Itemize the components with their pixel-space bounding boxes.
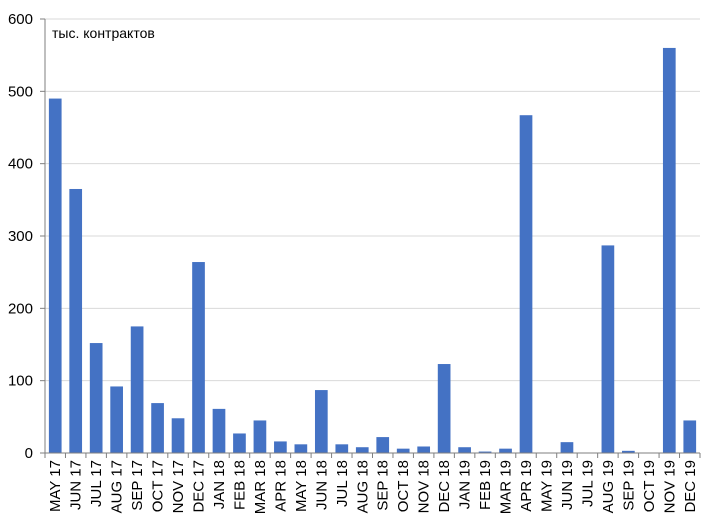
x-tick-label: APR 18 — [272, 460, 289, 512]
bar — [151, 403, 164, 453]
x-tick-label: APR 19 — [518, 460, 535, 512]
y-unit-label: тыс. контрактов — [52, 25, 155, 41]
x-tick-label: OCT 17 — [150, 460, 167, 512]
x-tick-labels: MAY 17 JUN 17 JUL 17 AUG 17 SEP 17 OCT 17 NOV … — [47, 460, 699, 514]
bar — [662, 47, 676, 453]
bar — [335, 444, 349, 453]
x-tick-label: JUN 19 — [559, 460, 576, 510]
x-tick-label: MAY 19 — [538, 460, 555, 512]
x-tick-label: JUL 17 — [88, 460, 105, 507]
bar — [355, 447, 369, 453]
bars — [48, 47, 697, 454]
bar — [376, 437, 390, 453]
bar — [69, 188, 83, 453]
x-tick-label: NOV 17 — [170, 460, 187, 513]
x-tick-label: JUL 19 — [579, 460, 596, 507]
bar — [601, 245, 615, 453]
x-tick-label: JAN 18 — [211, 460, 228, 509]
x-tick-label: SEP 18 — [375, 460, 392, 511]
x-tick-label: DEC 18 — [436, 460, 453, 513]
x-tick-label: SEP 19 — [620, 460, 637, 511]
x-tick-label: NOV 19 — [661, 460, 678, 513]
bar — [233, 433, 246, 453]
x-tick-label: SEP 17 — [129, 460, 146, 511]
x-tick-label: AUG 18 — [354, 460, 371, 513]
x-tick-label: FEB 19 — [477, 460, 494, 510]
y-tick-label: 200 — [8, 300, 33, 317]
x-tick-label: MAY 18 — [293, 460, 310, 512]
bar — [48, 98, 62, 454]
bar — [519, 115, 533, 453]
y-tick-label: 300 — [8, 228, 33, 245]
bar — [274, 441, 287, 453]
x-tick-label: AUG 19 — [600, 460, 617, 513]
bar — [110, 386, 123, 453]
bar — [192, 262, 205, 453]
bar — [294, 444, 308, 453]
x-tick-label: MAR 18 — [252, 460, 269, 514]
bar — [89, 343, 103, 453]
y-tick-labels: 0 100 200 300 400 500 600 — [8, 11, 33, 462]
bar — [314, 390, 328, 453]
y-tick-label: 600 — [8, 11, 33, 28]
bar — [560, 442, 574, 453]
axes — [40, 18, 701, 458]
y-tick-label: 0 — [25, 445, 33, 462]
y-tick-label: 400 — [8, 156, 33, 173]
x-tick-label: OCT 19 — [641, 460, 658, 512]
x-tick-label: JUN 18 — [313, 460, 330, 510]
x-tick-label: NOV 18 — [416, 460, 433, 513]
bar — [458, 447, 471, 453]
y-tick-label: 500 — [8, 83, 33, 100]
bar — [253, 420, 267, 453]
bar — [396, 448, 410, 453]
bar — [622, 450, 635, 453]
bar — [683, 420, 697, 453]
x-tick-label: FEB 18 — [231, 460, 248, 510]
bar — [130, 326, 144, 453]
x-tick-label: MAY 17 — [47, 460, 64, 512]
bar — [437, 364, 451, 453]
bar — [478, 451, 492, 453]
x-tick-label: JUN 17 — [68, 460, 85, 510]
bar — [417, 446, 431, 453]
x-tick-label: JAN 19 — [457, 460, 474, 509]
x-tick-label: MAR 19 — [498, 460, 515, 514]
x-tick-label: OCT 18 — [395, 460, 412, 512]
bar — [499, 448, 512, 453]
x-tick-label: DEC 17 — [191, 460, 208, 513]
x-tick-label: JUL 18 — [334, 460, 351, 507]
x-tick-label: AUG 17 — [109, 460, 126, 513]
y-tick-label: 100 — [8, 373, 33, 390]
bar — [212, 408, 226, 453]
x-tick-label: DEC 19 — [682, 460, 699, 513]
gridlines — [45, 18, 700, 382]
bar — [171, 418, 185, 453]
